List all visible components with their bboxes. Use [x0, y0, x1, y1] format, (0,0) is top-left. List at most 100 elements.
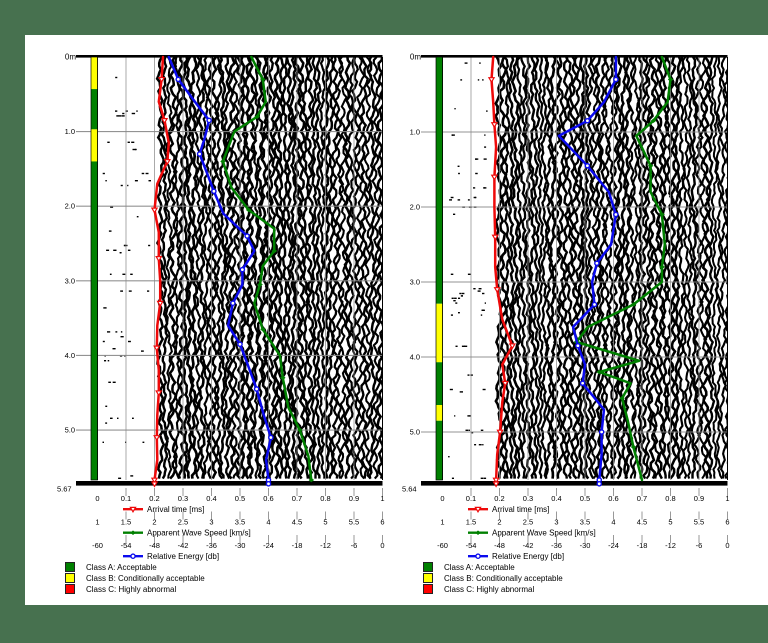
svg-text:-12: -12: [320, 541, 331, 550]
svg-text:0.5: 0.5: [235, 494, 245, 503]
svg-text:0.5: 0.5: [580, 494, 590, 503]
class-c-swatch-icon: [423, 584, 433, 594]
class-quality-bar: [90, 56, 98, 481]
svg-text:4: 4: [266, 518, 270, 527]
svg-text:-48: -48: [149, 541, 160, 550]
svg-text:3.5: 3.5: [235, 518, 245, 527]
legend-label: Class A: Acceptable: [86, 562, 157, 572]
arrival-time-curve: [487, 55, 516, 488]
csl-chart-left: 1.0 2.0 3.0 4.0 5.0 0m 5.67 0 0.1 0.2 0.3 0.4 0.5 0.6…: [57, 53, 385, 562]
svg-text:0: 0: [440, 494, 444, 503]
relative-energy-curve: [557, 55, 619, 487]
seismic-traces: [155, 57, 383, 480]
csl-panel-right: 1.0 2.0 3.0 4.0 5.0 0m 5.64 0 0.1 0.2 0.3 0.4 0.5 0.6…: [400, 50, 740, 562]
svg-text:-24: -24: [263, 541, 274, 550]
svg-text:4.5: 4.5: [637, 518, 647, 527]
legend-label: Class C: Highly abnormal: [444, 584, 535, 594]
svg-text:0.2: 0.2: [149, 494, 159, 503]
svg-text:0.4: 0.4: [551, 494, 561, 503]
svg-text:0m: 0m: [410, 53, 421, 62]
legend-item-class-c: Class C: Highly abnormal: [423, 584, 563, 594]
pre-arrival-noise: [102, 76, 151, 479]
legend-item-class-b: Class B: Conditionally acceptable: [65, 573, 205, 583]
svg-text:1.0: 1.0: [410, 128, 420, 137]
svg-text:-54: -54: [466, 541, 477, 550]
svg-text:-6: -6: [351, 541, 358, 550]
svg-text:Arrival time [ms]: Arrival time [ms]: [492, 505, 549, 514]
svg-text:0.7: 0.7: [292, 494, 302, 503]
legend-label: Class C: Highly abnormal: [86, 584, 177, 594]
svg-text:2: 2: [152, 518, 156, 527]
svg-text:0.8: 0.8: [665, 494, 675, 503]
svg-text:-48: -48: [494, 541, 505, 550]
legend-label: Class B: Conditionally acceptable: [444, 573, 563, 583]
svg-text:6: 6: [380, 518, 384, 527]
svg-text:5.67: 5.67: [57, 485, 72, 494]
legend-label: Class A: Acceptable: [444, 562, 515, 572]
svg-text:4.0: 4.0: [65, 351, 75, 360]
svg-text:0.2: 0.2: [494, 494, 504, 503]
svg-text:1: 1: [95, 518, 99, 527]
gridlines: [421, 57, 728, 480]
svg-text:5.5: 5.5: [694, 518, 704, 527]
svg-text:1.0: 1.0: [65, 127, 75, 136]
relative-energy-curve: [167, 55, 274, 487]
legend-item-class-c: Class C: Highly abnormal: [65, 584, 205, 594]
svg-text:1: 1: [380, 494, 384, 503]
legend-item-class-b: Class B: Conditionally acceptable: [423, 573, 563, 583]
svg-text:-18: -18: [292, 541, 303, 550]
svg-text:1.5: 1.5: [466, 518, 476, 527]
legend-label: Class B: Conditionally acceptable: [86, 573, 205, 583]
svg-text:2: 2: [497, 518, 501, 527]
report-page: 1.0 2.0 3.0 4.0 5.0 0m 5.67 0 0.1 0.2 0.3 0.4 0.5 0.6…: [25, 35, 768, 605]
csl-chart-right: 1.0 2.0 3.0 4.0 5.0 0m 5.64 0 0.1 0.2 0.3 0.4 0.5 0.6…: [402, 53, 730, 562]
svg-text:2.5: 2.5: [178, 518, 188, 527]
svg-text:5.0: 5.0: [65, 426, 75, 435]
svg-text:3.0: 3.0: [65, 276, 75, 285]
axis-arrival: 0 0.1 0.2 0.3 0.4 0.5 0.6 0.7 0.8 0.9 1 Arrival tim…: [440, 488, 730, 514]
svg-text:0.7: 0.7: [637, 494, 647, 503]
svg-text:0.9: 0.9: [349, 494, 359, 503]
pre-arrival-noise: [448, 62, 488, 479]
svg-text:6: 6: [725, 518, 729, 527]
svg-text:2.0: 2.0: [65, 202, 75, 211]
svg-text:-6: -6: [696, 541, 703, 550]
wave-speed-curve: [220, 55, 315, 483]
svg-text:0.1: 0.1: [121, 494, 131, 503]
csl-panel-left: 1.0 2.0 3.0 4.0 5.0 0m 5.67 0 0.1 0.2 0.3 0.4 0.5 0.6…: [55, 50, 395, 562]
svg-text:3: 3: [209, 518, 213, 527]
svg-text:2.5: 2.5: [523, 518, 533, 527]
svg-text:2.0: 2.0: [410, 203, 420, 212]
svg-text:0.3: 0.3: [178, 494, 188, 503]
legend-item-class-a: Class A: Acceptable: [423, 562, 563, 572]
class-a-swatch-icon: [65, 562, 75, 572]
class-quality-bar: [435, 56, 443, 481]
svg-text:5.5: 5.5: [349, 518, 359, 527]
svg-text:0.9: 0.9: [694, 494, 704, 503]
svg-text:1.5: 1.5: [121, 518, 131, 527]
svg-text:-60: -60: [92, 541, 103, 550]
svg-text:3.0: 3.0: [410, 278, 420, 287]
svg-text:-60: -60: [437, 541, 448, 550]
axis-apparent: 1 1.5 2 2.5 3 3.5 4 4.5 5 5.5 6 Apparent Wave Speed…: [95, 511, 385, 538]
svg-text:4.5: 4.5: [292, 518, 302, 527]
class-c-swatch-icon: [65, 584, 75, 594]
svg-text:-18: -18: [637, 541, 648, 550]
svg-text:4: 4: [611, 518, 615, 527]
svg-text:0.6: 0.6: [608, 494, 618, 503]
svg-text:0: 0: [380, 541, 384, 550]
svg-text:5: 5: [668, 518, 672, 527]
legend-left: Class A: Acceptable Class B: Conditional…: [65, 562, 205, 595]
legend-item-class-a: Class A: Acceptable: [65, 562, 205, 572]
svg-text:Relative Energy [db]: Relative Energy [db]: [492, 552, 564, 561]
class-a-swatch-icon: [423, 562, 433, 572]
svg-text:-24: -24: [608, 541, 619, 550]
svg-text:0: 0: [95, 494, 99, 503]
svg-text:Arrival time [ms]: Arrival time [ms]: [147, 505, 204, 514]
svg-text:-36: -36: [206, 541, 217, 550]
svg-text:Relative Energy [db]: Relative Energy [db]: [147, 552, 219, 561]
svg-text:0m: 0m: [65, 53, 76, 62]
svg-text:0.8: 0.8: [320, 494, 330, 503]
class-b-swatch-icon: [65, 573, 75, 583]
